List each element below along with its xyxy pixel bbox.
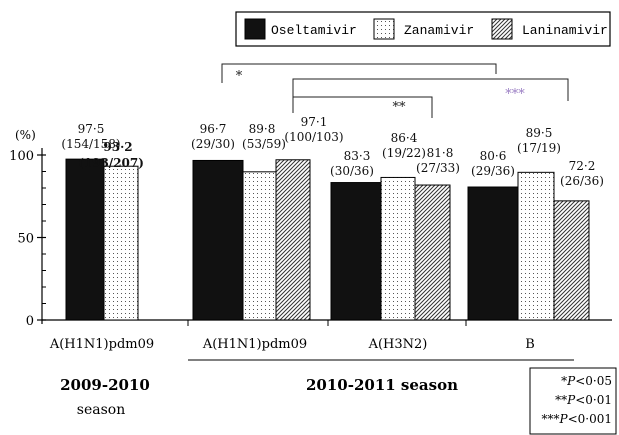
category-label: A(H3N2)	[368, 337, 428, 352]
bar-value-label: 83·3	[344, 149, 371, 163]
significance-stars: **	[393, 100, 407, 115]
bar-count-label: (17/19)	[517, 141, 561, 155]
bar-laninamivir	[414, 184, 451, 321]
bar-count-label: (29/36)	[471, 164, 515, 178]
significance-stars: *	[236, 69, 243, 84]
significance-bracket	[292, 78, 569, 101]
significance-key-box	[529, 367, 617, 435]
significance-key-entry: ***P<0·001	[542, 412, 613, 426]
bar-count-label: (30/36)	[330, 164, 374, 178]
bar-count-label: (19/22)	[382, 146, 426, 160]
y-tick-label: 100	[9, 149, 34, 164]
significance-bracket	[292, 96, 433, 118]
significance-bracket	[221, 63, 497, 83]
bar-value-label: 89·8	[249, 122, 276, 136]
legend-label: Zanamivir	[404, 23, 474, 38]
category-label: A(H1N1)pdm09	[202, 337, 307, 352]
bar-oseltamivir	[330, 182, 382, 321]
bar-value-label: 96·7	[200, 122, 227, 136]
y-tick-label: 50	[17, 232, 34, 247]
bar-count-label: (193/207)	[78, 156, 144, 170]
bar-value-label: 97·5	[78, 122, 105, 136]
bar-laninamivir	[553, 200, 590, 321]
bar-laninamivir	[275, 159, 311, 321]
legend-box	[235, 11, 611, 47]
bar-count-label: (29/30)	[191, 137, 235, 151]
bar-count-label: (100/103)	[284, 130, 343, 144]
bar-oseltamivir	[65, 158, 105, 321]
season-label: 2009-2010	[60, 376, 150, 394]
category-label: A(H1N1)pdm09	[49, 337, 154, 352]
bar-value-label: 86·4	[391, 131, 418, 145]
bar-value-label: 93·2	[103, 140, 132, 154]
bar-count-label: (27/33)	[416, 161, 460, 175]
legend-swatch-laninamivir	[491, 18, 513, 40]
bar-zanamivir	[517, 171, 555, 321]
season-label: 2010-2011 season	[306, 376, 458, 394]
legend-label: Laninamivir	[522, 23, 608, 38]
bar-value-label: 72·2	[569, 159, 596, 173]
bar-value-label: 97·1	[301, 115, 328, 129]
legend-swatch-oseltamivir	[244, 18, 266, 40]
y-axis-label: (%)	[15, 128, 36, 142]
bar-value-label: 80·6	[480, 149, 507, 163]
bar-zanamivir	[103, 165, 139, 321]
bar-zanamivir	[242, 171, 277, 321]
bar-oseltamivir	[192, 159, 244, 321]
significance-key-entry: **P<0·01	[555, 393, 612, 407]
bar-count-label: (154/158)	[61, 137, 120, 151]
legend-label: Oseltamivir	[271, 23, 357, 38]
significance-stars: ***	[505, 87, 525, 102]
season-label-line2: season	[77, 402, 125, 418]
bar-zanamivir	[380, 176, 416, 321]
bar-value-label: 81·8	[427, 146, 454, 160]
bar-count-label: (26/36)	[560, 174, 604, 188]
category-label: B	[525, 337, 535, 352]
bar-oseltamivir	[467, 186, 519, 321]
significance-key-entry: *P<0·05	[561, 374, 612, 388]
bar-count-label: (53/59)	[242, 137, 286, 151]
bar-value-label: 89·5	[526, 126, 553, 140]
y-tick-label: 0	[26, 314, 34, 329]
legend-swatch-zanamivir	[373, 18, 395, 40]
